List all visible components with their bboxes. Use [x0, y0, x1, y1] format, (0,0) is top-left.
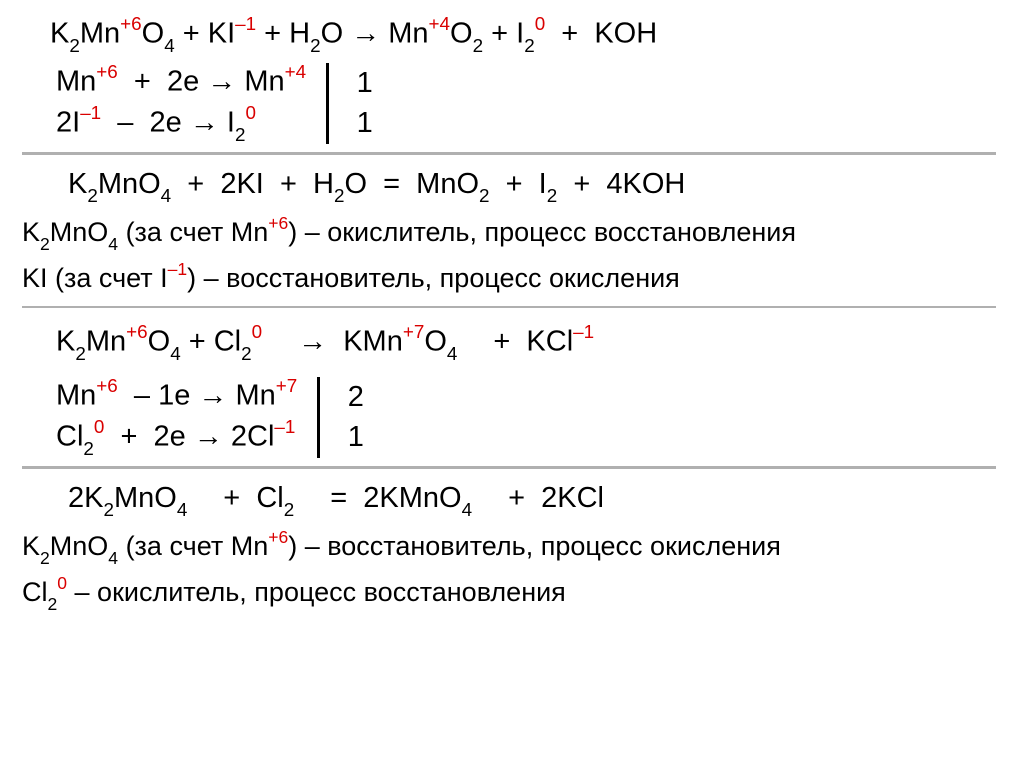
half-reactions: Mn+6 + 2e → Mn+4 2I–1 – 2e → I20: [56, 61, 306, 146]
half-reaction-reduction: Mn+6 + 2e → Mn+4: [56, 61, 306, 102]
coef-1: 2: [348, 377, 364, 418]
reaction1-balanced: K2MnO4 + 2KI + H2O = MnO2 + I2 + 4KOH: [22, 163, 996, 207]
reaction2-electron-balance: Mn+6 – 1e → Mn+7 Cl20 + 2e → 2Cl–1 2 1: [22, 375, 996, 460]
balance-coefficients: 2 1: [348, 375, 364, 460]
reaction1-reducer-note: KI (за счет I–1) – восстановитель, проце…: [22, 259, 996, 298]
reaction2-unbalanced: K2Mn+6O4 + Cl20→ KMn+7O4+ KCl–1: [22, 320, 996, 365]
half-reaction-oxidation: Mn+6 – 1e → Mn+7: [56, 375, 297, 416]
balance-divider: [317, 377, 320, 458]
coef-2: 1: [357, 103, 373, 144]
half-reaction-oxidation: 2I–1 – 2e → I20: [56, 102, 306, 146]
section-divider: [22, 306, 996, 308]
reaction1-electron-balance: Mn+6 + 2e → Mn+4 2I–1 – 2e → I20 1 1: [22, 61, 996, 146]
balance-coefficients: 1 1: [357, 61, 373, 146]
reaction1-oxidizer-note: K2MnO4 (за счет Mn+6) – окислитель, проц…: [22, 213, 996, 255]
reaction2-reducer-note: K2MnO4 (за счет Mn+6) – восстановитель, …: [22, 527, 996, 569]
divider: [22, 466, 996, 469]
reaction2-oxidizer-note: Cl20 – окислитель, процесс восстановлени…: [22, 573, 996, 615]
coef-1: 1: [357, 63, 373, 104]
divider: [22, 152, 996, 155]
reaction2-balanced: 2K2MnO4+ Cl2= 2KMnO4+ 2KCl: [22, 477, 996, 521]
half-reaction-reduction: Cl20 + 2e → 2Cl–1: [56, 416, 297, 460]
reaction1-unbalanced: K2Mn+6O4 + KI–1 + H2O → Mn+4O2 + I20 + K…: [22, 12, 996, 57]
coef-2: 1: [348, 417, 364, 458]
half-reactions: Mn+6 – 1e → Mn+7 Cl20 + 2e → 2Cl–1: [56, 375, 297, 460]
balance-divider: [326, 63, 329, 144]
